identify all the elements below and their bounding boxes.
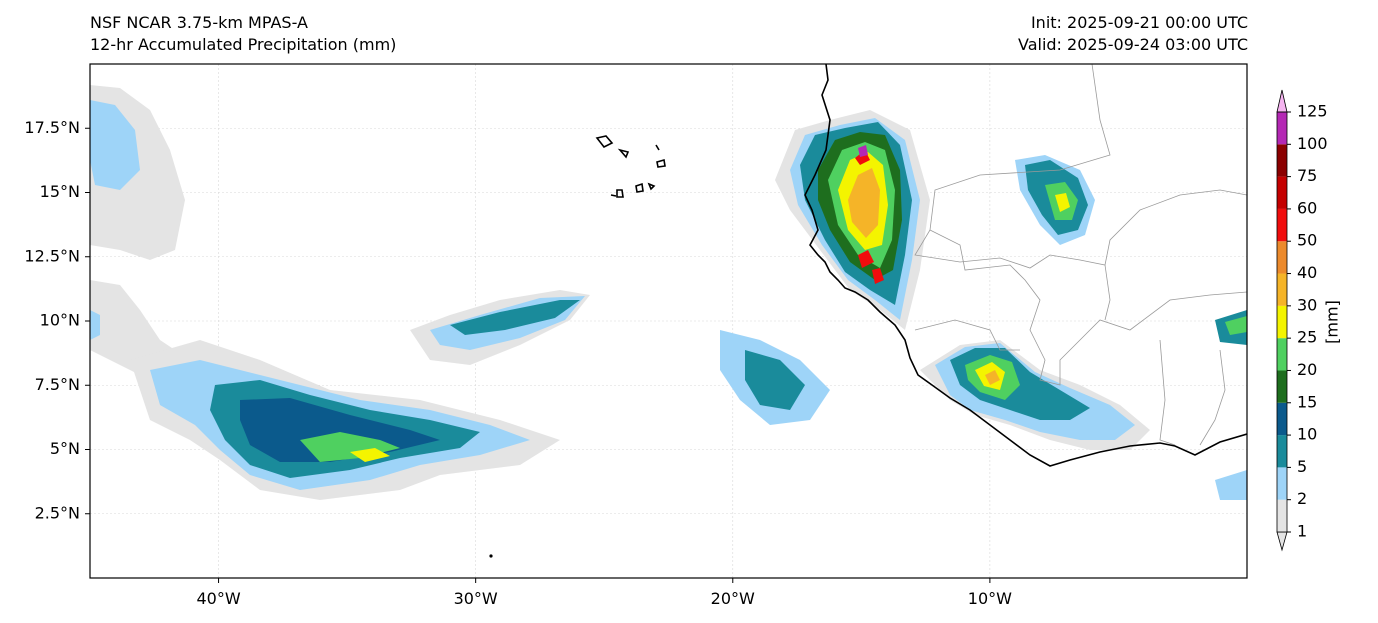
lon-axis: 40°W 30°W 20°W 10°W bbox=[196, 578, 1012, 608]
colorbar-segment bbox=[1277, 241, 1287, 274]
colorbar-segment bbox=[1277, 435, 1287, 468]
lon-tick-label: 10°W bbox=[968, 589, 1012, 608]
lat-tick-label: 7.5°N bbox=[35, 375, 80, 394]
precip-25mm-sw-band bbox=[350, 448, 390, 462]
colorbar-tick-label: 2 bbox=[1297, 489, 1307, 508]
precip-20mm-east-edge bbox=[1225, 316, 1247, 335]
colorbar-extend-max bbox=[1276, 89, 1288, 113]
colorbar-segment bbox=[1277, 176, 1287, 209]
precip-20mm-sw-band bbox=[300, 432, 400, 462]
cape-verde-islands bbox=[595, 135, 666, 198]
header-left: NSF NCAR 3.75-km MPAS-A 12-hr Accumulate… bbox=[90, 12, 396, 56]
colorbar-tick-label: 20 bbox=[1297, 360, 1317, 379]
precip-100mm-west-africa bbox=[858, 145, 868, 157]
precip-2mm-west-mid bbox=[90, 310, 100, 340]
lat-tick-label: 17.5°N bbox=[24, 118, 80, 137]
colorbar-segment bbox=[1277, 338, 1287, 371]
valid-time: Valid: 2025-09-24 03:00 UTC bbox=[1017, 35, 1248, 54]
colorbar-segment bbox=[1277, 370, 1287, 403]
colorbar-tick-label: 40 bbox=[1297, 263, 1317, 282]
precip-25mm-ne-cluster bbox=[1055, 193, 1070, 212]
lat-axis: 17.5°N 15°N 12.5°N 10°N 7.5°N 5°N 2.5°N bbox=[24, 118, 90, 522]
lon-tick-label: 40°W bbox=[196, 589, 240, 608]
lat-tick-label: 15°N bbox=[40, 182, 80, 201]
lat-tick-label: 12.5°N bbox=[24, 246, 80, 265]
colorbar-segment bbox=[1277, 467, 1287, 500]
lat-tick-label: 10°N bbox=[40, 311, 80, 330]
country-borders bbox=[914, 64, 1247, 446]
header-right: Init: 2025-09-21 00:00 UTC Valid: 2025-0… bbox=[1018, 12, 1248, 56]
colorbar-tick-label: 60 bbox=[1297, 198, 1317, 217]
precip-field bbox=[90, 64, 1247, 558]
colorbar-extend-min bbox=[1276, 531, 1288, 552]
colorbar-tick-label: 75 bbox=[1297, 166, 1317, 185]
colorbar-segment bbox=[1277, 305, 1287, 339]
precip-5mm-mid-north bbox=[450, 300, 580, 335]
precip-2mm-west bbox=[90, 100, 140, 190]
colorbar-tick-label: 25 bbox=[1297, 328, 1317, 347]
precip-30mm-west-africa bbox=[848, 168, 880, 238]
colorbar-frame bbox=[1276, 111, 1288, 533]
colorbar-tick-label: 30 bbox=[1297, 295, 1317, 314]
precip-30mm-guinea-coast bbox=[985, 370, 1000, 385]
precip-50mm-west-africa bbox=[855, 150, 884, 284]
island-dot bbox=[489, 554, 493, 558]
colorbar-tick-label: 50 bbox=[1297, 231, 1317, 250]
lat-tick-label: 2.5°N bbox=[35, 503, 80, 522]
map-title: NSF NCAR 3.75-km MPAS-A bbox=[90, 13, 308, 32]
colorbar-unit-label: [mm] bbox=[1323, 300, 1342, 344]
colorbar-tick-label: 10 bbox=[1297, 425, 1317, 444]
colorbar-segment bbox=[1277, 112, 1287, 145]
coastline-africa bbox=[804, 64, 1247, 467]
lat-tick-label: 5°N bbox=[50, 439, 80, 458]
colorbar-segment bbox=[1277, 402, 1287, 436]
colorbar-tick-label: 5 bbox=[1297, 457, 1307, 476]
colorbar-tick-label: 100 bbox=[1297, 134, 1328, 153]
colorbar-tick-label: 1 bbox=[1297, 522, 1307, 541]
lon-tick-label: 30°W bbox=[454, 589, 498, 608]
init-time: Init: 2025-09-21 00:00 UTC bbox=[1030, 13, 1248, 32]
lon-tick-label: 20°W bbox=[711, 589, 755, 608]
colorbar-segment bbox=[1277, 144, 1287, 177]
colorbar-segment bbox=[1277, 499, 1287, 532]
map-subtitle: 12-hr Accumulated Precipitation (mm) bbox=[90, 35, 397, 54]
precip-5mm-central bbox=[745, 350, 805, 410]
colorbar-tick-label: 15 bbox=[1297, 392, 1317, 411]
colorbar-tick-label: 125 bbox=[1297, 102, 1328, 121]
precip-2mm-southeast bbox=[1215, 470, 1247, 500]
colorbar-segment bbox=[1277, 208, 1287, 242]
colorbar-segment bbox=[1277, 273, 1287, 306]
